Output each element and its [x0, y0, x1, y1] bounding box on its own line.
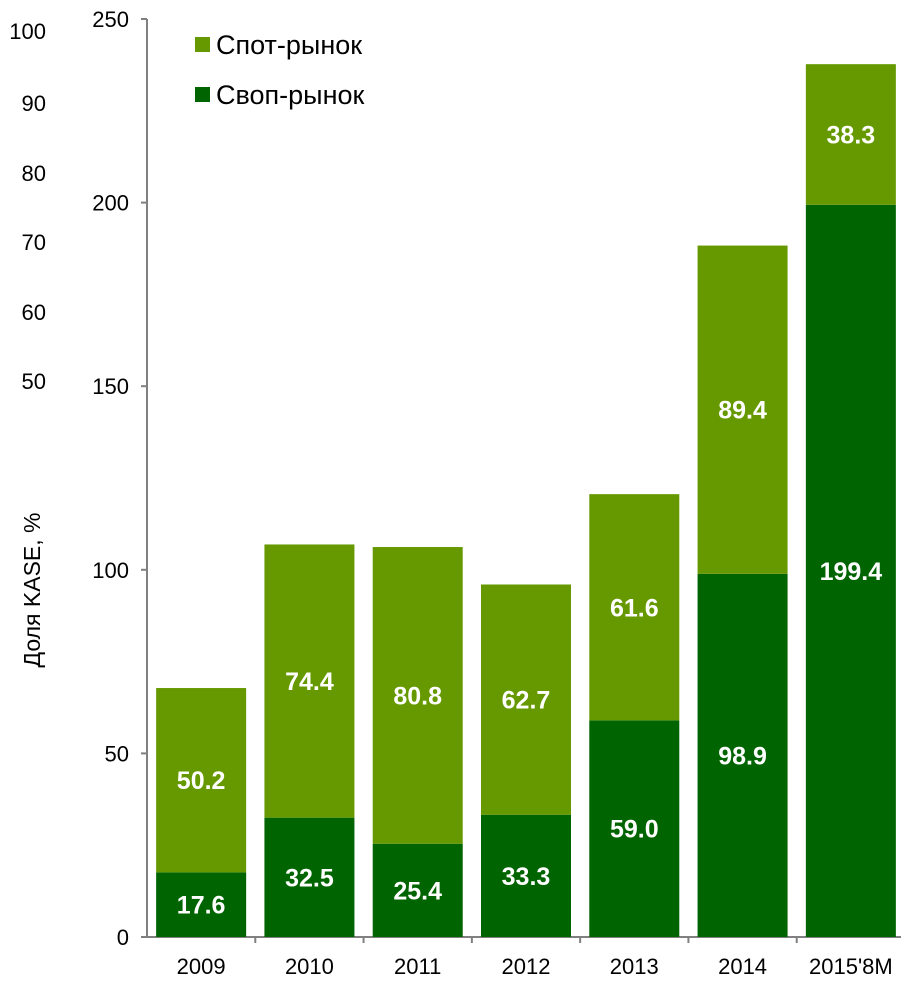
secondary-tick-labels: 100 90 80 70 60 50: [9, 19, 46, 394]
y-tick-label: 0: [117, 925, 129, 950]
data-label: 98.9: [718, 742, 767, 770]
x-tick-label: 2009: [177, 954, 226, 979]
x-tick-label: 2014: [718, 954, 767, 979]
legend: Спот-рынок Своп-рынок: [195, 30, 365, 110]
bars: 17.6 50.2 32.5 74.4 25.4 80.8 33.3 62.7 59.0 61.6…: [156, 64, 896, 937]
secondary-tick-label: 70: [22, 230, 46, 255]
data-label: 59.0: [610, 816, 659, 844]
data-label: 74.4: [285, 668, 334, 696]
data-label: 199.4: [820, 558, 883, 586]
data-label: 89.4: [718, 397, 767, 425]
x-tick-label: 2011: [394, 954, 441, 979]
data-label: 50.2: [177, 767, 226, 795]
secondary-tick-label: 50: [22, 369, 46, 394]
data-label: 33.3: [502, 863, 551, 891]
data-label: 25.4: [393, 877, 442, 905]
data-label: 32.5: [285, 864, 334, 892]
legend-label: Спот-рынок: [216, 30, 362, 60]
x-tick-label: 2015'8M: [809, 954, 893, 979]
y-axis-ticks: 0 50 100 150 200 250: [92, 7, 147, 950]
secondary-tick-label: 60: [22, 300, 46, 325]
secondary-tick-label: 80: [22, 161, 46, 186]
legend-label: Своп-рынок: [216, 80, 365, 110]
x-tick-label: 2013: [610, 954, 659, 979]
data-label: 62.7: [502, 687, 551, 715]
x-tick-label: 2010: [285, 954, 334, 979]
data-label: 38.3: [827, 121, 876, 149]
y-tick-label: 150: [92, 374, 129, 399]
secondary-tick-label: 100: [9, 19, 46, 44]
y-tick-label: 50: [105, 741, 129, 766]
y-tick-label: 250: [92, 7, 129, 32]
y-axis-label: Доля KASE, %: [19, 513, 45, 668]
x-axis-ticks: 2009 2010 2011 2012 2013 2014 2015'8M: [177, 937, 901, 979]
y-tick-label: 100: [92, 558, 129, 583]
data-label: 17.6: [177, 892, 226, 920]
data-label: 61.6: [610, 594, 659, 622]
legend-swatch: [195, 87, 210, 102]
legend-swatch: [195, 37, 210, 52]
data-label: 80.8: [393, 682, 442, 710]
secondary-tick-label: 90: [22, 91, 46, 116]
y-tick-label: 200: [92, 191, 129, 216]
x-tick-label: 2012: [502, 954, 551, 979]
